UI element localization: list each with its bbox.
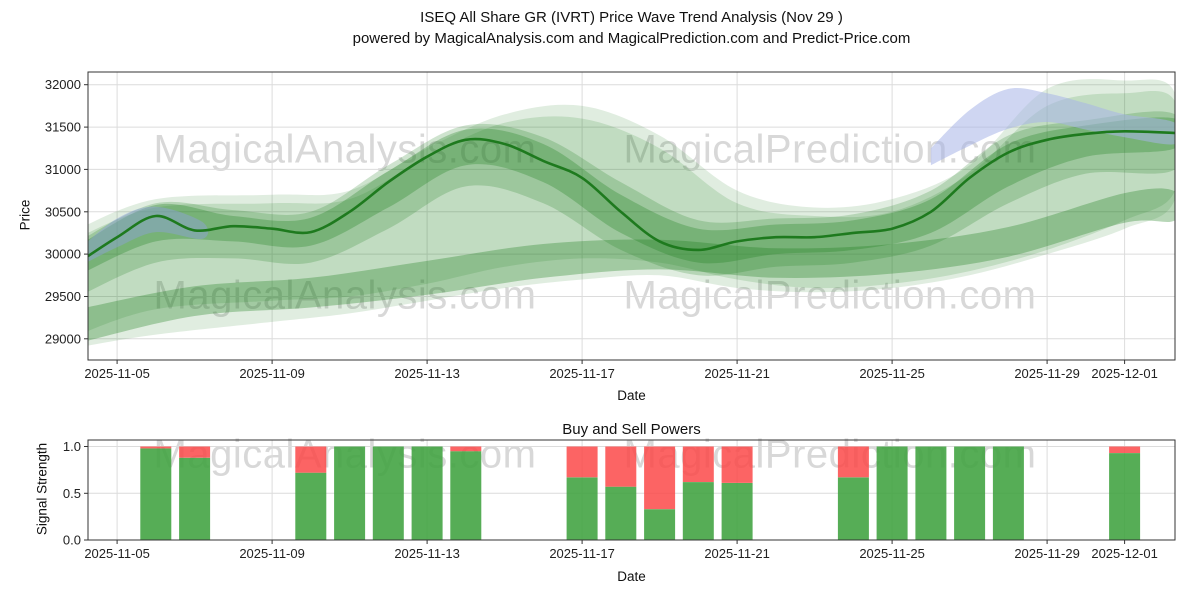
y-tick-label: 30500 — [45, 204, 81, 219]
wave-band-blue-patch-left — [88, 206, 209, 262]
figure-subtitle: powered by MagicalAnalysis.com and Magic… — [352, 30, 911, 47]
signal-axes: 0.0 0.5 1.0 2025-11-05 2025-11-09 2025-11-13 2… — [63, 439, 1176, 561]
plot-border — [87, 439, 1176, 541]
price-axes: 29000 29500 30000 30500 31000 31500 32000 2025-… — [45, 71, 1176, 381]
buy-bar — [954, 446, 986, 540]
x-tick-label: 2025-11-05 — [84, 546, 150, 561]
sell-bar — [450, 446, 482, 452]
date-axis-label-bottom: Date — [617, 569, 646, 584]
watermark-prediction-top-row2: MagicalPrediction.com — [623, 273, 1037, 318]
sell-bar — [566, 446, 598, 478]
x-tick-label: 2025-11-29 — [1014, 546, 1080, 561]
buy-bar — [179, 457, 211, 540]
figure-title: ISEQ All Share GR (IVRT) Price Wave Tren… — [420, 9, 843, 26]
date-axis-label-top: Date — [617, 388, 646, 403]
y-tick-label: 1.0 — [63, 439, 81, 454]
sell-bar — [140, 446, 172, 449]
buy-bar — [566, 477, 598, 540]
x-tick-label: 2025-11-21 — [704, 546, 770, 561]
x-tick-label: 2025-12-01 — [1091, 546, 1158, 561]
y-tick-label: 32000 — [45, 77, 81, 92]
sell-bar — [837, 446, 869, 478]
x-tick-label: 2025-11-25 — [859, 366, 925, 381]
y-tick-label: 29500 — [45, 289, 81, 304]
buy-bar — [334, 446, 366, 540]
wave-band-blue-patch-right — [930, 88, 1175, 166]
buy-bar — [1109, 453, 1141, 540]
sell-bar — [605, 446, 637, 487]
price-wave-bands — [88, 79, 1175, 346]
buy-sell-chart-title: Buy and Sell Powers — [562, 421, 701, 438]
y-tick-label: 29000 — [45, 331, 81, 346]
buy-bar — [605, 486, 637, 540]
x-tick-label: 2025-11-09 — [239, 546, 305, 561]
x-tick-label: 2025-11-13 — [394, 366, 460, 381]
x-tick-label: 2025-12-01 — [1091, 366, 1158, 381]
x-tick-label: 2025-11-09 — [239, 366, 305, 381]
buy-bar — [372, 446, 404, 540]
sell-bar — [1109, 446, 1141, 453]
y-tick-label: 0.0 — [63, 533, 81, 548]
price-axis-label: Price — [17, 199, 33, 231]
wave-band-inner-band — [88, 117, 1175, 271]
sell-bar — [721, 446, 753, 483]
sell-bar — [682, 446, 714, 482]
x-tick-label: 2025-11-17 — [549, 366, 615, 381]
sell-bar — [644, 446, 676, 510]
wave-band-mid-band — [88, 111, 1175, 292]
y-tick-label: 30000 — [45, 247, 81, 262]
wave-band-outer-envelope — [88, 79, 1175, 346]
wave-band-lower-stripe — [88, 188, 1175, 341]
wave-band-second-envelope — [88, 91, 1175, 331]
buy-sell-bars — [140, 446, 1141, 540]
plot-border — [87, 71, 1176, 361]
buy-bar — [140, 448, 172, 540]
buy-bar — [411, 446, 443, 540]
buy-bar — [837, 477, 869, 540]
buy-bar — [644, 509, 676, 540]
buy-bar — [721, 483, 753, 540]
x-tick-label: 2025-11-29 — [1014, 366, 1080, 381]
buy-bar — [450, 451, 482, 540]
buy-bar — [992, 446, 1024, 540]
buy-bar — [295, 472, 327, 540]
x-tick-label: 2025-11-25 — [859, 546, 925, 561]
price-grid — [88, 72, 1175, 360]
buy-bar — [915, 446, 947, 540]
y-tick-label: 0.5 — [63, 486, 81, 501]
y-tick-label: 31500 — [45, 120, 81, 135]
sell-bar — [179, 446, 211, 458]
buy-bar — [876, 446, 908, 540]
y-tick-label: 31000 — [45, 162, 81, 177]
x-tick-label: 2025-11-13 — [394, 546, 460, 561]
watermark-analysis-top-row2: MagicalAnalysis.com — [153, 273, 537, 318]
watermark-analysis-top-row1: MagicalAnalysis.com — [153, 127, 537, 172]
x-tick-label: 2025-11-05 — [84, 366, 150, 381]
x-tick-label: 2025-11-21 — [704, 366, 770, 381]
signal-strength-axis-label: Signal Strength — [34, 442, 50, 536]
x-tick-label: 2025-11-17 — [549, 546, 615, 561]
price-trend-line — [88, 129, 1175, 258]
buy-bar — [682, 482, 714, 540]
sell-bar — [295, 446, 327, 473]
